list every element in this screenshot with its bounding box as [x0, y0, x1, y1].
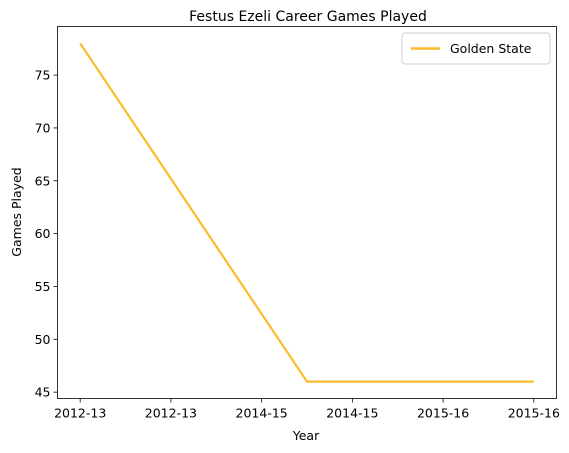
- y-tick-label: 70: [35, 120, 51, 135]
- y-axis: 45 50 55 60 65 70 75: [35, 68, 58, 400]
- y-axis-label: Games Played: [9, 167, 24, 256]
- x-tick-label: 2015-16: [508, 406, 560, 421]
- y-tick-label: 75: [35, 68, 51, 83]
- y-tick-label: 55: [35, 279, 51, 294]
- x-axis-label: Year: [292, 428, 320, 443]
- x-tick-label: 2015-16: [417, 406, 469, 421]
- x-tick-label: 2014-15: [326, 406, 378, 421]
- legend-label: Golden State: [450, 41, 532, 56]
- x-tick-label: 2012-13: [54, 406, 106, 421]
- chart-title: Festus Ezeli Career Games Played: [189, 9, 427, 25]
- legend-box: [401, 32, 551, 65]
- plot-area: [57, 26, 557, 399]
- x-axis: 2012-13 2012-13 2014-15 2014-15 2015-16 2015-…: [54, 398, 560, 421]
- x-tick-label: 2012-13: [145, 406, 197, 421]
- series-line: [79, 42, 534, 383]
- x-tick-label: 2014-15: [236, 406, 288, 421]
- y-tick-label: 60: [35, 226, 51, 241]
- legend: Golden State: [401, 32, 551, 65]
- y-tick-label: 65: [35, 173, 51, 188]
- series-group: [79, 42, 534, 383]
- y-tick-label: 45: [35, 385, 51, 400]
- y-tick-label: 50: [35, 332, 51, 347]
